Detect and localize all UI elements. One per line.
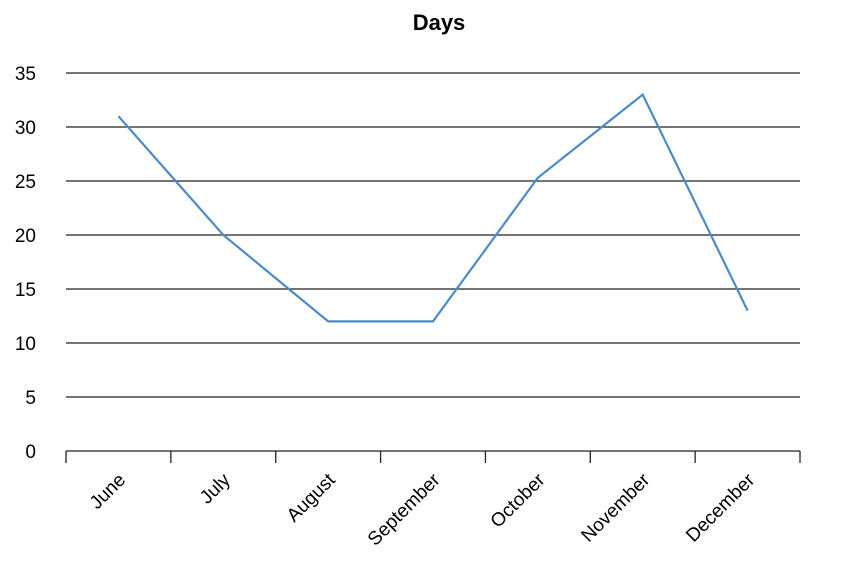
x-tick-label: June: [86, 470, 130, 514]
x-tick-label: November: [577, 469, 654, 546]
x-tick-label: August: [283, 469, 340, 526]
y-tick-label: 25: [15, 172, 36, 193]
series-line: [117, 92, 749, 323]
y-tick-label: 10: [15, 334, 36, 355]
x-tick-label: October: [487, 469, 550, 532]
y-tick-label: 5: [25, 388, 36, 409]
x-tick-label: December: [682, 469, 759, 546]
x-tick-label: September: [364, 469, 445, 550]
y-tick-label: 30: [15, 118, 36, 139]
y-tick-label: 0: [25, 442, 36, 463]
x-tick-label: July: [196, 469, 235, 508]
y-tick-label: 20: [15, 226, 36, 247]
y-tick-label: 15: [15, 280, 36, 301]
chart-title: Days: [412, 10, 466, 35]
y-tick-label: 35: [15, 64, 36, 85]
